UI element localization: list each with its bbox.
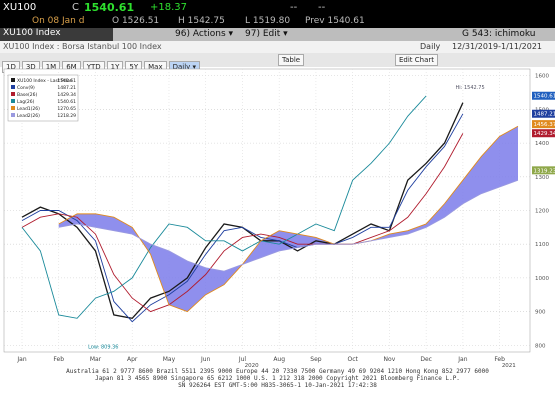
- footer-line: Australia 61 2 9777 8600 Brazil 5511 239…: [66, 368, 489, 375]
- x-tick-label: Mar: [90, 356, 102, 363]
- high: H 1542.75: [178, 16, 225, 26]
- legend-label: XU100 Index - Last Price: [17, 78, 72, 84]
- price-tag-label: 1540.61: [534, 94, 555, 100]
- y-tick-label: 1600: [535, 74, 549, 80]
- dash: --: [318, 2, 326, 13]
- x-tick-label: May: [163, 356, 176, 363]
- legend-value: 1218.29: [57, 113, 76, 119]
- subtitle-bar: XU100 Index : Borsa Istanbul 100 Index D…: [0, 41, 555, 53]
- legend-value: 1270.65: [57, 106, 76, 112]
- date-range: 12/31/2019-1/11/2021: [452, 42, 543, 51]
- legend-label: Lead2(26): [17, 113, 40, 119]
- y-tick-label: 1300: [535, 175, 549, 181]
- x-tick-label: Feb: [53, 356, 64, 363]
- price: 1540.61: [84, 1, 135, 14]
- footer-line: SN 926264 EST GMT-5:00 H835-3065-1 10-Ja…: [178, 382, 377, 389]
- edit-chart-button[interactable]: Edit Chart: [395, 54, 439, 66]
- footer-line: Japan 81 3 4565 8900 Singapore 65 6212 1…: [95, 375, 460, 382]
- y-tick-label: 1400: [535, 141, 549, 147]
- quote-date: On 08 Jan d: [32, 16, 85, 26]
- legend-label: Lag(26): [17, 99, 35, 105]
- x-tick-label: Sep: [310, 356, 322, 363]
- y-tick-label: 900: [535, 310, 546, 316]
- legend-label: Conv(9): [17, 85, 35, 91]
- dash: --: [290, 2, 298, 13]
- price-tag-label: 1487.21: [534, 112, 555, 118]
- price-tag: [532, 129, 555, 138]
- legend-swatch: [11, 92, 15, 96]
- security-name: XU100 Index : Borsa Istanbul 100 Index: [3, 42, 162, 51]
- y-tick-label: 1000: [535, 276, 549, 282]
- legend-value: 1540.61: [57, 99, 76, 105]
- x-tick-label: Feb: [494, 356, 505, 363]
- price-tag: [532, 166, 555, 175]
- x-tick-label: Jul: [238, 356, 247, 363]
- price-tag-label: 1319.23: [534, 168, 555, 174]
- legend-label: Base(26): [17, 92, 37, 98]
- page-id: G 543: ichimoku: [462, 29, 536, 39]
- x-tick-label: Apr: [127, 356, 138, 363]
- x-tick-label: Oct: [347, 356, 358, 363]
- legend-value: 1429.34: [57, 92, 76, 98]
- button-bar: 1D 3D 1M 6M YTD 1Y 5Y Max Daily ▾ Table Edit Cha…: [0, 53, 555, 73]
- prev: Prev 1540.61: [305, 16, 365, 26]
- series-line: [58, 125, 519, 313]
- legend-value: 1487.21: [57, 85, 76, 91]
- quote-bar: XU100 C 1540.61 +18.37 -- -- On 08 Jan d…: [0, 0, 555, 28]
- legend-swatch: [11, 113, 15, 117]
- change: +18.37: [150, 2, 188, 13]
- price-tag: [532, 91, 555, 100]
- series-line: [21, 133, 464, 313]
- close-label: C: [72, 2, 79, 13]
- edit-menu[interactable]: 97) Edit ▾: [245, 29, 288, 39]
- legend-label: Lead1(26): [17, 106, 40, 112]
- x-tick-label: Nov: [384, 356, 396, 363]
- chart: 8009001000110012001300140015001600JanFeb…: [3, 68, 555, 368]
- table-button[interactable]: Table: [278, 54, 305, 66]
- legend-swatch: [11, 106, 15, 110]
- period: Daily: [420, 42, 441, 51]
- x-tick-label: Aug: [273, 356, 285, 363]
- price-tag-label: 1429.34: [534, 131, 555, 137]
- x-tick-label: Jan: [457, 356, 467, 363]
- price-tag-label: 1456.37: [534, 122, 555, 128]
- legend-swatch: [11, 78, 15, 82]
- actions-menu[interactable]: 96) Actions ▾: [175, 29, 234, 39]
- low-annotation: Low: 809.36: [88, 345, 118, 351]
- high-annotation: Hi: 1542.75: [456, 85, 485, 91]
- toolbar: XU100 Index 96) Actions ▾ 97) Edit ▾ G 5…: [0, 28, 555, 41]
- y-tick-label: 1100: [535, 242, 549, 248]
- y-tick-label: 1200: [535, 209, 549, 215]
- ichimoku-cloud: [58, 126, 518, 312]
- y-tick-label: 800: [535, 343, 546, 349]
- legend-swatch: [11, 99, 15, 103]
- footer: Australia 61 2 9777 8600 Brazil 5511 239…: [0, 368, 555, 400]
- price-tag: [532, 109, 555, 118]
- series-line: [21, 95, 427, 319]
- year-label: 2020: [245, 363, 259, 368]
- open: O 1526.51: [112, 16, 160, 26]
- series-line: [58, 179, 519, 272]
- legend-value: 1540.61: [57, 78, 76, 84]
- x-tick-label: Jan: [16, 356, 26, 363]
- low: L 1519.80: [245, 16, 291, 26]
- x-tick-label: Dec: [420, 356, 432, 363]
- security[interactable]: XU100 Index: [0, 28, 113, 41]
- ticker: XU100: [3, 2, 37, 13]
- price-tag: [532, 120, 555, 129]
- legend-box: [7, 74, 79, 122]
- year-label: 2021: [502, 363, 516, 368]
- series-line: [21, 113, 464, 323]
- x-tick-label: Jun: [200, 356, 211, 363]
- legend-swatch: [11, 85, 15, 89]
